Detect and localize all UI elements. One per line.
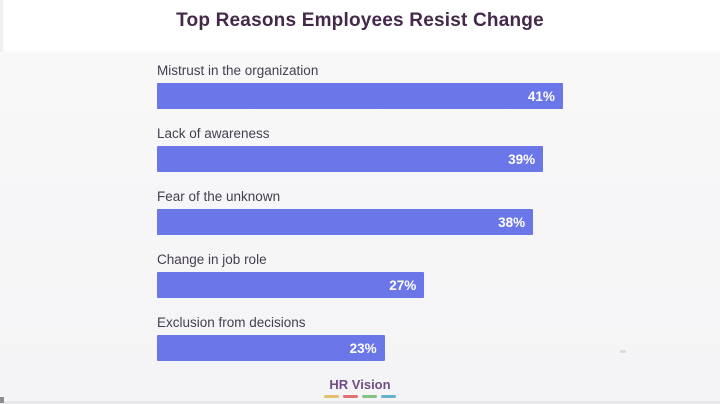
brand-underline-dash	[324, 395, 339, 398]
category-label: Change in job role	[157, 252, 267, 267]
chart-row: Exclusion from decisions 23%	[157, 314, 587, 361]
value-label: 39%	[508, 151, 536, 167]
category-label: Lack of awareness	[157, 126, 270, 141]
bar-chart: Mistrust in the organization 41% Lack of a…	[157, 62, 587, 377]
frame-left-edge	[0, 0, 3, 52]
chart-row: Change in job role 27%	[157, 251, 587, 298]
chart-row: Fear of the unknown 38%	[157, 188, 587, 235]
category-label: Exclusion from decisions	[157, 315, 306, 330]
chart-row: Mistrust in the organization 41%	[157, 62, 587, 109]
brand-logo: HR Vision	[329, 377, 391, 392]
value-label: 23%	[349, 340, 377, 356]
stray-mark	[620, 350, 626, 353]
bar: 27%	[157, 272, 425, 298]
bar: 38%	[157, 209, 534, 235]
brand-underline	[0, 395, 720, 398]
brand-underline-dash	[381, 395, 396, 398]
corner-mark	[0, 397, 4, 403]
category-label: Mistrust in the organization	[157, 63, 319, 78]
frame-bottom-edge	[0, 401, 720, 404]
chart-row: Lack of awareness 39%	[157, 125, 587, 172]
brand-underline-dash	[343, 395, 358, 398]
value-label: 41%	[527, 88, 555, 104]
brand-underline-dash	[362, 395, 377, 398]
category-label: Fear of the unknown	[157, 189, 281, 204]
chart-title: Top Reasons Employees Resist Change	[176, 10, 544, 31]
bar: 39%	[157, 146, 544, 172]
value-label: 27%	[389, 277, 417, 293]
bar: 41%	[157, 83, 563, 109]
bar: 23%	[157, 335, 385, 361]
value-label: 38%	[498, 214, 526, 230]
footer: HR Vision	[0, 377, 720, 398]
